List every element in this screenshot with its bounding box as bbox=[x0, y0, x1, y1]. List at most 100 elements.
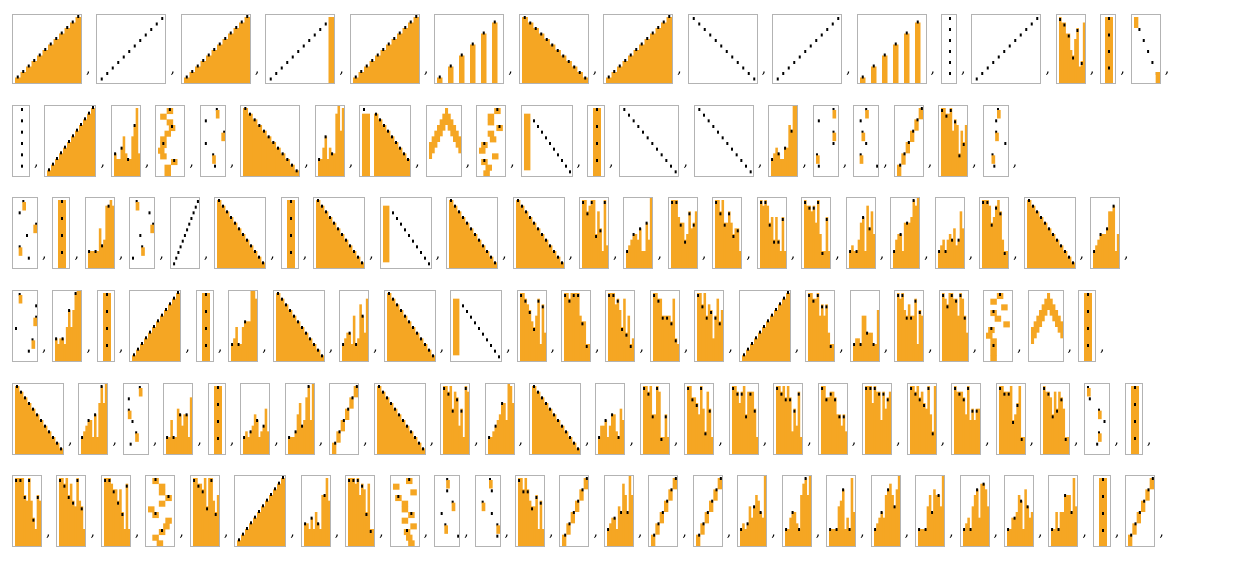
marker-dot bbox=[21, 119, 23, 123]
fill-cell bbox=[688, 211, 691, 268]
marker-dot bbox=[1146, 50, 1149, 53]
fill-cell bbox=[61, 478, 65, 546]
fill-cell bbox=[738, 403, 741, 454]
marker-dot bbox=[482, 332, 485, 336]
figure-item: , bbox=[12, 383, 75, 455]
fill-cell bbox=[460, 408, 463, 454]
fill-cell bbox=[350, 478, 353, 546]
fill-cell bbox=[711, 437, 714, 454]
fill-cell bbox=[131, 136, 134, 176]
comma-separator: , bbox=[846, 61, 851, 77]
fill-cell bbox=[241, 534, 246, 546]
fill-cell bbox=[61, 338, 65, 361]
marker-dot bbox=[516, 199, 519, 202]
figure-item: , bbox=[812, 105, 850, 177]
comma-separator: , bbox=[118, 339, 124, 355]
marker-dot bbox=[464, 387, 467, 390]
marker-dot bbox=[382, 48, 385, 51]
comma-separator: , bbox=[144, 154, 150, 170]
marker-dot bbox=[586, 212, 589, 216]
figure-item: , bbox=[520, 105, 584, 177]
marker-dot bbox=[702, 522, 705, 526]
marker-dot bbox=[470, 227, 473, 231]
pattern-panel bbox=[528, 383, 581, 455]
fill-cell bbox=[90, 420, 93, 454]
marker-dot bbox=[825, 398, 828, 402]
fill-cell bbox=[247, 437, 251, 454]
marker-dot bbox=[139, 39, 142, 42]
marker-dot bbox=[621, 328, 624, 331]
figure-item: , bbox=[667, 197, 709, 269]
marker-dot bbox=[709, 409, 712, 413]
fill-cell bbox=[257, 125, 263, 176]
fill-cell bbox=[251, 425, 255, 454]
marker-dot bbox=[520, 204, 523, 208]
fill-cell bbox=[394, 142, 399, 176]
marker-dot bbox=[1086, 293, 1089, 296]
marker-dot bbox=[804, 50, 807, 53]
marker-dot bbox=[213, 164, 216, 168]
comma-separator: , bbox=[415, 154, 420, 170]
fill-cell bbox=[144, 338, 149, 361]
fill-cell bbox=[916, 344, 920, 361]
marker-dot bbox=[714, 39, 717, 42]
marker-dot bbox=[72, 501, 75, 505]
comma-separator: , bbox=[502, 246, 507, 262]
figure-item: , bbox=[1027, 290, 1075, 362]
pattern-panel bbox=[280, 197, 299, 269]
marker-dot bbox=[657, 299, 660, 303]
fill-cell bbox=[971, 506, 974, 546]
fill-cell bbox=[668, 315, 671, 361]
marker-dot bbox=[1086, 344, 1089, 347]
fill-cell bbox=[721, 200, 725, 268]
pattern-panel bbox=[578, 197, 609, 269]
marker-dot bbox=[1043, 387, 1046, 390]
fill-cell bbox=[666, 437, 669, 454]
marker-dot bbox=[76, 479, 79, 482]
marker-dot bbox=[662, 20, 665, 24]
figure-item: , bbox=[979, 197, 1020, 269]
fill-cell bbox=[108, 478, 111, 546]
fill-cell bbox=[250, 291, 254, 361]
comma-separator: , bbox=[373, 339, 378, 355]
figure-item: , bbox=[959, 475, 1001, 547]
fill-cell bbox=[1053, 529, 1057, 546]
pattern-panel bbox=[1125, 475, 1156, 547]
comma-separator: , bbox=[985, 432, 990, 448]
marker-dot bbox=[541, 305, 544, 309]
fill-cell bbox=[392, 483, 400, 490]
marker-dot bbox=[995, 206, 998, 210]
fill-cell bbox=[177, 408, 180, 454]
fill-cell bbox=[194, 478, 198, 546]
fill-cell bbox=[76, 478, 80, 546]
fill-cell bbox=[83, 431, 87, 454]
comma-separator: , bbox=[928, 339, 933, 355]
fill-cell bbox=[243, 437, 246, 454]
fill-cell bbox=[18, 247, 23, 256]
pattern-panel bbox=[1003, 475, 1034, 547]
fill-cell bbox=[644, 39, 651, 83]
marker-dot bbox=[254, 515, 257, 519]
comma-separator: , bbox=[508, 61, 513, 77]
fill-cell bbox=[571, 512, 576, 524]
marker-dot bbox=[204, 310, 207, 313]
fill-cell bbox=[63, 483, 67, 546]
pattern-panel bbox=[623, 197, 654, 269]
marker-dot bbox=[583, 76, 586, 80]
fill-cell bbox=[617, 506, 621, 546]
marker-dot bbox=[657, 26, 660, 29]
marker-dot bbox=[20, 390, 22, 394]
comma-separator: , bbox=[835, 246, 840, 262]
figure-item: , bbox=[300, 475, 342, 547]
marker-dot bbox=[121, 513, 124, 516]
marker-dot bbox=[18, 245, 21, 249]
fill-cell bbox=[1073, 478, 1076, 546]
marker-dot bbox=[407, 320, 410, 324]
marker-dot bbox=[60, 31, 63, 35]
fill-cell bbox=[742, 523, 745, 546]
marker-dot bbox=[1108, 66, 1111, 70]
pattern-panel bbox=[228, 290, 259, 362]
marker-dot bbox=[44, 424, 46, 428]
fill-cell bbox=[535, 228, 540, 268]
marker-dot bbox=[289, 234, 292, 237]
